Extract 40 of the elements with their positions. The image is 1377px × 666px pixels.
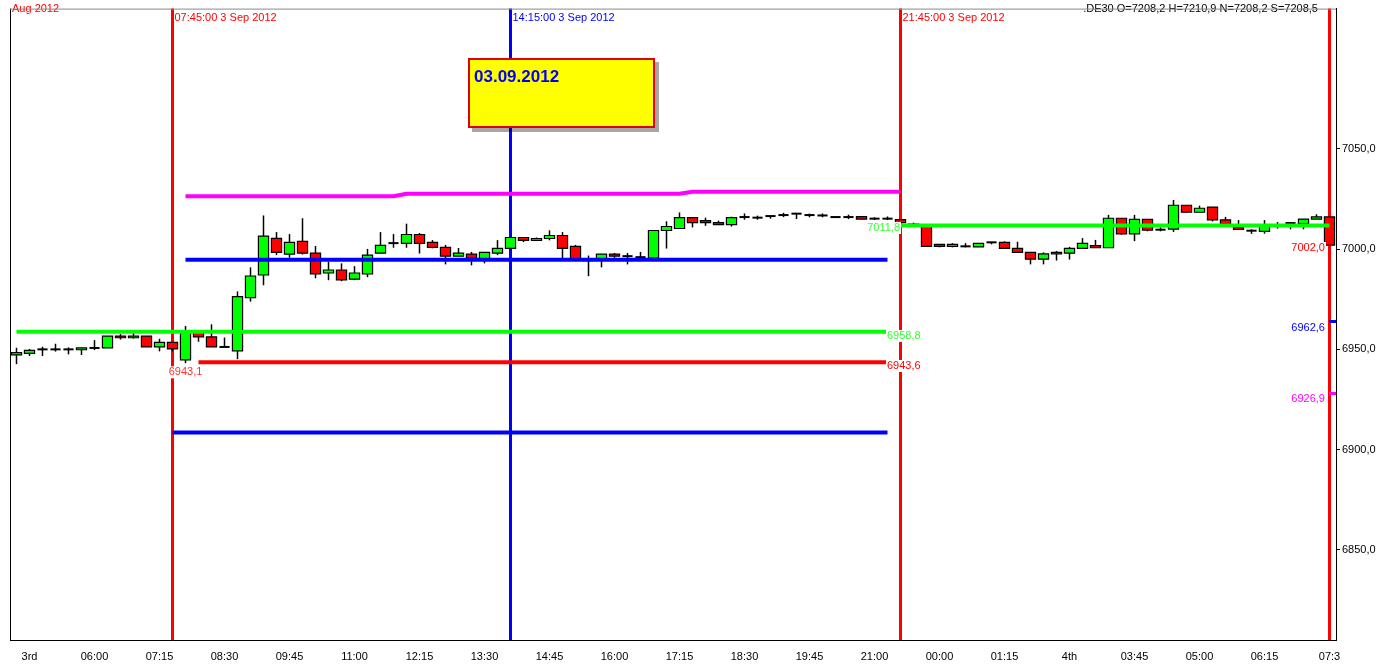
x-tick-label: 11:00 — [341, 649, 368, 662]
x-tick-label: 4th — [1061, 649, 1078, 662]
y-tick-label: 7000,0 — [1342, 242, 1376, 255]
x-tick-label: 07:3 — [1318, 649, 1341, 662]
x-tick-label: 18:30 — [730, 649, 759, 662]
x-tick-label: 12:15 — [405, 649, 434, 662]
x-tick-label: 13:30 — [470, 649, 499, 662]
x-tick-label: 08:30 — [210, 649, 239, 662]
x-tick-label: 07:15 — [145, 649, 174, 662]
x-tick-label: 05:00 — [1185, 649, 1214, 662]
y-tick-label: 6900,0 — [1342, 442, 1376, 455]
annotation: 6943,1 — [168, 365, 203, 378]
x-tick-label: 06:15 — [1250, 649, 1279, 662]
annotation: 6926,9 — [1291, 392, 1325, 405]
x-tick-label: 03:45 — [1120, 649, 1149, 662]
x-tick-label: 09:45 — [275, 649, 304, 662]
x-tick-label: 06:00 — [80, 649, 109, 662]
annotation: 21:45:00 3 Sep 2012 — [902, 10, 1005, 23]
y-tick-label: 6950,0 — [1342, 342, 1376, 355]
label-box: 03.09.2012 — [468, 58, 655, 128]
y-tick-label: 6850,0 — [1342, 542, 1376, 555]
x-tick-label: 17:15 — [665, 649, 694, 662]
annotation: .DE30 O=7208,2 H=7210,9 N=7208,2 S=7208,5 — [1083, 2, 1318, 15]
x-tick-label: 19:45 — [795, 649, 824, 662]
y-tick-label: 7050,0 — [1342, 141, 1376, 154]
annotation: 07:45:00 3 Sep 2012 — [174, 10, 277, 23]
x-tick-label: 00:00 — [925, 649, 954, 662]
x-tick-label: 16:00 — [600, 649, 629, 662]
x-tick-label: 01:15 — [990, 649, 1019, 662]
x-tick-label: 14:45 — [535, 649, 564, 662]
x-tick-label: 21:00 — [860, 649, 889, 662]
annotation: 6958,8 — [887, 329, 921, 342]
annotation: 7011,8 — [867, 221, 900, 234]
annotation: 03.09.2012 — [474, 67, 560, 87]
annotation: 6962,6 — [1291, 321, 1325, 334]
x-tick-label: 3rd — [21, 649, 38, 662]
annotation: 14:15:00 3 Sep 2012 — [512, 10, 615, 23]
annotation: 7002,0 — [1291, 241, 1325, 254]
annotation: Aug 2012 — [12, 2, 60, 15]
annotation: 6943,6 — [887, 359, 921, 372]
